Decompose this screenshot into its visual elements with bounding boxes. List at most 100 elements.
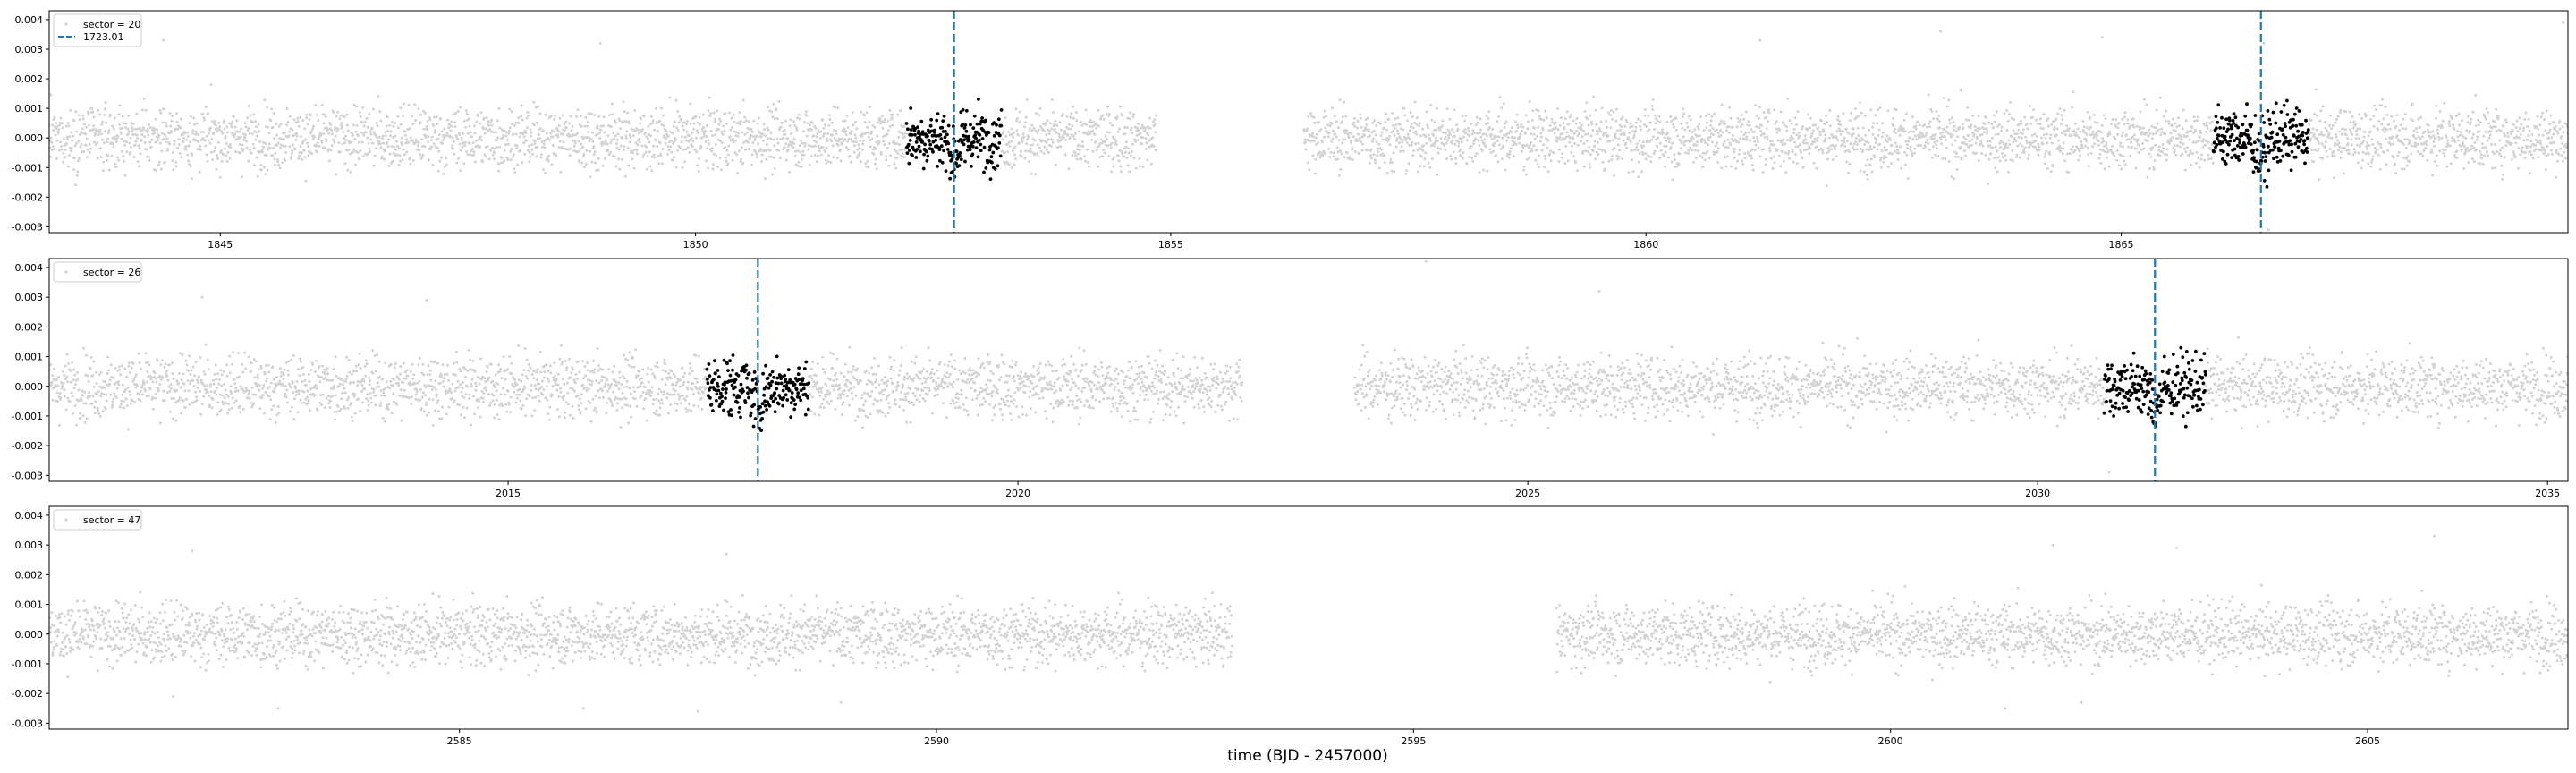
- flux-point: [408, 127, 411, 131]
- flux-point: [229, 142, 232, 146]
- flux-point: [878, 119, 882, 123]
- flux-point: [529, 155, 532, 158]
- flux-point: [1556, 107, 1559, 111]
- flux-point: [2019, 132, 2022, 134]
- flux-point: [1821, 149, 1824, 152]
- flux-point: [589, 175, 592, 179]
- flux-point: [101, 169, 105, 173]
- flux-point: [648, 150, 651, 154]
- flux-point: [1090, 125, 1094, 128]
- flux-point: [1865, 148, 1868, 151]
- flux-point: [1027, 149, 1030, 153]
- flux-point: [129, 136, 132, 140]
- flux-point: [2345, 149, 2349, 152]
- flux-point: [1992, 114, 1996, 117]
- flux-point: [2098, 148, 2102, 151]
- flux-point: [369, 130, 372, 133]
- flux-point: [724, 159, 728, 163]
- flux-point: [1345, 129, 1349, 132]
- data-points: [49, 21, 2568, 232]
- flux-point: [1769, 157, 1773, 160]
- flux-point: [638, 140, 641, 144]
- flux-point: [1903, 150, 1907, 154]
- flux-point: [901, 151, 904, 155]
- flux-point: [2443, 101, 2446, 105]
- flux-point: [1993, 120, 1996, 123]
- flux-point: [316, 150, 319, 154]
- flux-point: [516, 163, 520, 166]
- flux-point: [1143, 129, 1147, 132]
- flux-point: [855, 156, 859, 159]
- flux-point: [732, 138, 734, 140]
- flux-point: [1601, 149, 1604, 152]
- flux-point: [784, 158, 788, 162]
- flux-point: [2047, 150, 2051, 154]
- flux-point: [1036, 143, 1039, 147]
- flux-point: [2336, 139, 2339, 142]
- flux-point: [1664, 150, 1667, 154]
- flux-point: [1089, 132, 1092, 136]
- flux-point: [1686, 152, 1690, 155]
- flux-point: [1687, 149, 1690, 152]
- flux-point: [330, 144, 334, 148]
- flux-point: [207, 139, 210, 142]
- flux-point: [479, 135, 482, 139]
- flux-point: [245, 146, 249, 149]
- flux-point: [1651, 108, 1655, 111]
- flux-point: [453, 125, 457, 128]
- flux-point: [815, 135, 818, 139]
- flux-point: [1490, 138, 1494, 141]
- flux-point: [1629, 140, 1632, 144]
- flux-point: [1135, 133, 1139, 137]
- flux-point: [2317, 140, 2319, 143]
- flux-point: [75, 174, 79, 177]
- flux-point: [793, 154, 797, 157]
- flux-point: [1995, 110, 1998, 114]
- flux-point: [1872, 145, 1876, 149]
- flux-point: [1558, 123, 1562, 127]
- flux-point: [1659, 141, 1662, 145]
- flux-point: [1918, 123, 1921, 127]
- flux-point: [402, 148, 405, 151]
- flux-point: [1726, 138, 1730, 141]
- flux-point: [88, 150, 91, 154]
- flux-point: [666, 152, 669, 156]
- flux-point: [771, 115, 775, 119]
- flux-point: [1806, 127, 1809, 131]
- flux-point: [2012, 140, 2015, 144]
- flux-point: [1003, 151, 1006, 155]
- flux-point: [1312, 140, 1316, 142]
- flux-point: [2059, 123, 2063, 125]
- flux-point: [1897, 151, 1901, 155]
- flux-point: [2000, 125, 2004, 129]
- flux-point: [1753, 149, 1757, 152]
- flux-point: [2055, 117, 2058, 121]
- flux-point: [1720, 166, 1724, 170]
- flux-point: [466, 153, 470, 157]
- flux-point: [539, 156, 543, 159]
- flux-point: [844, 133, 848, 137]
- flux-point: [1338, 149, 1342, 153]
- flux-point: [58, 122, 62, 125]
- flux-point: [449, 129, 453, 132]
- flux-point: [1896, 149, 1900, 152]
- flux-point: [540, 145, 544, 149]
- flux-point: [155, 169, 158, 173]
- flux-point: [1827, 149, 1831, 153]
- flux-point: [2174, 149, 2177, 152]
- flux-point: [1569, 136, 1572, 140]
- flux-point: [260, 168, 263, 172]
- flux-point: [714, 143, 717, 147]
- flux-point: [1034, 112, 1038, 115]
- flux-point: [880, 115, 884, 117]
- flux-point: [1537, 109, 1540, 113]
- flux-point: [1052, 111, 1055, 114]
- flux-point: [1453, 142, 1457, 146]
- flux-point: [2443, 154, 2446, 157]
- flux-point: [2072, 90, 2075, 94]
- flux-point: [2420, 135, 2424, 139]
- flux-point: [52, 129, 55, 132]
- flux-point: [2347, 149, 2351, 152]
- flux-point: [377, 95, 380, 98]
- flux-point: [2121, 131, 2124, 134]
